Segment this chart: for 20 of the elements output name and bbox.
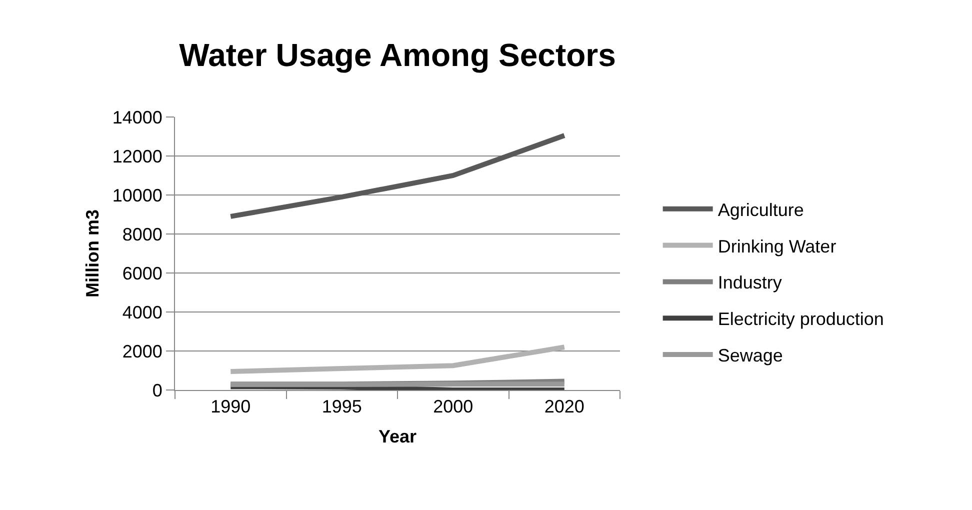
legend-label: Agriculture [718, 200, 804, 220]
y-tick-label: 4000 [122, 302, 162, 322]
x-tick-label: 1995 [322, 396, 362, 417]
chart-title: Water Usage Among Sectors [179, 37, 616, 74]
y-tick-label: 12000 [112, 146, 162, 166]
legend-label: Industry [718, 272, 782, 293]
x-tick-label: 1990 [210, 396, 251, 417]
y-axis-title: Million m3 [82, 209, 103, 298]
legend-label: Electricity production [718, 309, 884, 330]
y-tick-label: 0 [152, 380, 162, 400]
legend-label: Sewage [718, 346, 783, 366]
y-tick-label: 10000 [112, 185, 162, 206]
x-tick-label: 2020 [544, 396, 584, 417]
x-axis-title: Year [378, 426, 417, 447]
y-tick-label: 6000 [122, 263, 162, 284]
legend-label: Drinking Water [718, 236, 836, 256]
y-tick-label: 14000 [112, 107, 162, 128]
y-tick-label: 8000 [122, 224, 162, 244]
y-tick-label: 2000 [122, 341, 162, 362]
x-tick-label: 2000 [433, 396, 474, 417]
